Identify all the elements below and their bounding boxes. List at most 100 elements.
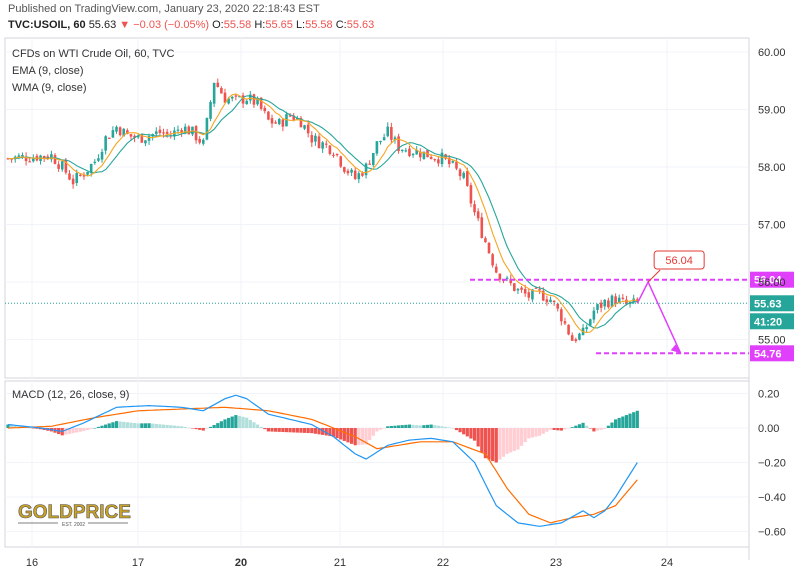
signal-line — [7, 406, 638, 524]
candle-body — [343, 167, 346, 172]
close-label: C: — [335, 19, 347, 31]
macd-line — [7, 394, 638, 527]
macd-histogram-bar — [570, 427, 574, 428]
candle-body — [256, 97, 259, 105]
high-value: 55.65 — [265, 19, 293, 31]
macd-histogram-bar — [302, 428, 307, 433]
macd-histogram-bar — [357, 428, 361, 445]
candle-body — [187, 126, 191, 135]
macd-histogram-bar — [317, 428, 321, 435]
macd-histogram-bar — [299, 428, 303, 433]
macd-histogram-bar — [465, 428, 469, 437]
candle-body — [520, 287, 523, 290]
candle-body — [238, 96, 241, 98]
candle-body — [115, 126, 118, 132]
countdown-badge: 41:20 — [754, 316, 782, 328]
macd-histogram-bar — [483, 428, 487, 459]
macd-histogram-bar — [169, 425, 173, 428]
candle-body — [350, 169, 353, 173]
macd-histogram-bar — [165, 424, 169, 428]
candle-body — [205, 117, 209, 140]
candle-body — [397, 136, 400, 152]
macd-histogram-bar — [342, 428, 346, 441]
candle-body — [223, 92, 227, 103]
close-value: 55.63 — [346, 19, 375, 31]
candle-body — [209, 102, 212, 119]
macd-histogram-bar — [35, 428, 39, 429]
candle-body — [158, 129, 162, 134]
macd-histogram-bar — [364, 428, 368, 445]
macd-histogram-bar — [610, 422, 614, 428]
candle-body — [469, 185, 473, 204]
macd-histogram-bar — [339, 428, 343, 440]
macd-histogram-bar — [480, 428, 484, 453]
candle-body — [126, 130, 129, 134]
candle-body — [32, 157, 35, 162]
candle-body — [462, 172, 465, 178]
macd-histogram-bar — [208, 426, 213, 428]
macd-histogram-bar — [223, 419, 227, 428]
macd-axis: 0.20 0.00 −0.20 −0.40 −0.60 — [758, 389, 786, 539]
candle-body — [379, 140, 382, 143]
price-pane-frame — [4, 37, 750, 379]
macd-histogram-bar — [375, 428, 379, 432]
candle-body — [494, 266, 498, 273]
macd-histogram-bar — [241, 416, 245, 428]
macd-histogram-bar — [38, 428, 43, 430]
macd-histogram-bar — [545, 428, 549, 432]
macd-histogram-bar — [371, 428, 375, 436]
macd-histogram-bar — [397, 425, 401, 428]
price-tick-label: 59.00 — [758, 105, 786, 117]
projection-arrowhead — [670, 344, 681, 354]
candle-body — [118, 127, 122, 136]
price-tick-label: 56.00 — [758, 277, 786, 289]
candle-body — [245, 100, 248, 105]
macd-histogram-bar — [541, 428, 545, 434]
wma-line — [8, 95, 638, 329]
macd-histogram-bar — [447, 427, 451, 428]
price-axis: 60.00 59.00 58.00 57.00 56.00 55.00 — [758, 47, 786, 347]
macd-histogram-bar — [161, 424, 166, 428]
macd-histogram-bar — [404, 424, 408, 428]
macd-histogram-bar — [368, 428, 372, 441]
candle-body — [455, 161, 458, 169]
macd-histogram-bar — [64, 428, 68, 435]
macd-histogram-bar — [523, 428, 527, 443]
macd-tick-label: −0.40 — [758, 492, 786, 504]
macd-histogram-bar — [530, 428, 535, 438]
macd-histogram-bar — [360, 428, 365, 445]
candle-body — [306, 124, 310, 134]
logo-subtext: EST. 2002 — [62, 522, 85, 528]
macd-tick-label: −0.60 — [758, 527, 786, 539]
macd-histogram-bar — [501, 428, 506, 457]
candle-body — [24, 156, 28, 162]
macd-histogram-bar — [621, 416, 625, 428]
candle-body — [621, 297, 625, 299]
macd-histogram-bar — [216, 423, 220, 428]
candle-body — [86, 171, 89, 175]
macd-histogram-bar — [270, 428, 274, 432]
time-tick-label: 17 — [132, 557, 144, 569]
candle-body — [71, 178, 75, 185]
candle-body — [484, 238, 487, 243]
candle-body — [368, 163, 371, 165]
last-price-badge-bg — [750, 295, 794, 312]
candle-body — [198, 138, 201, 143]
candle-body — [288, 115, 292, 117]
candle-body — [50, 154, 53, 160]
countdown-badge-bg — [750, 313, 794, 330]
macd-tick-label: 0.00 — [758, 423, 779, 435]
high-label: H: — [254, 19, 266, 31]
macd-histogram-bar — [386, 426, 390, 428]
candle-body — [451, 161, 455, 163]
macd-histogram-bar — [85, 428, 90, 431]
symbol: TVC:USOIL, 60 — [8, 19, 86, 31]
macd-histogram-bar — [10, 425, 14, 428]
price-tick-label: 55.00 — [758, 335, 786, 347]
macd-histogram-bar — [382, 428, 386, 429]
macd-histogram-bar — [176, 425, 180, 428]
macd-histogram-bar — [487, 428, 491, 460]
candle-body — [324, 143, 328, 145]
macd-histogram-bar — [556, 428, 560, 431]
